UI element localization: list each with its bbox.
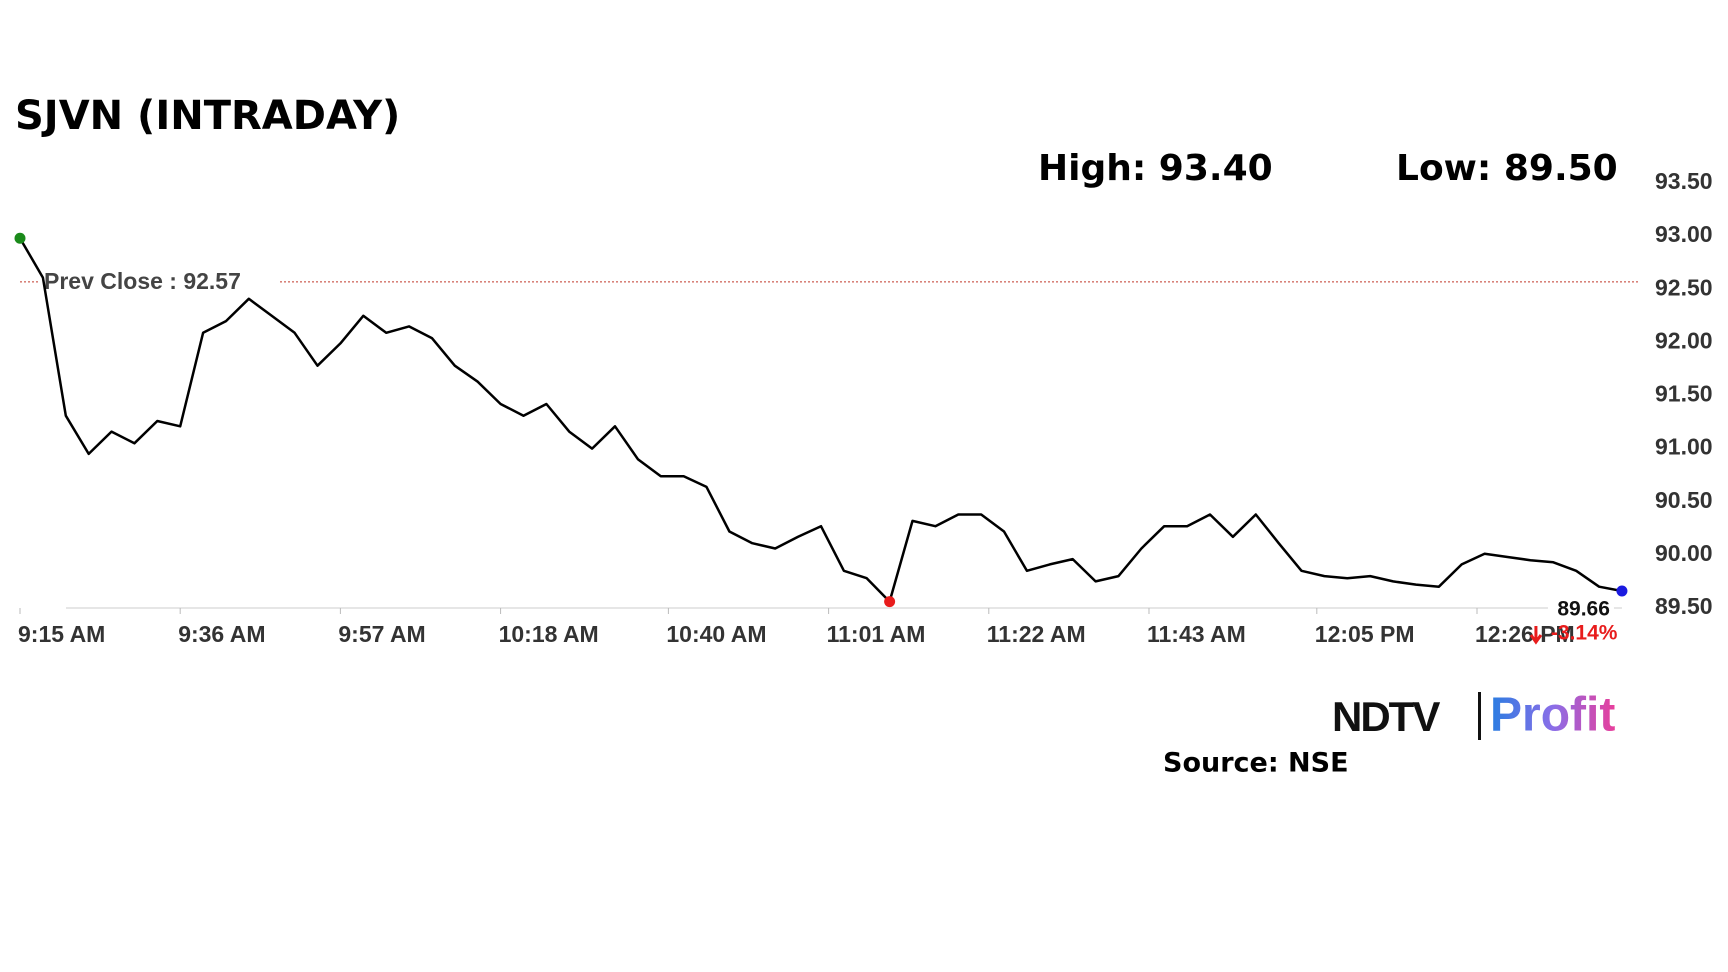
x-tick-label: 11:01 AM [827,621,926,647]
low-dot [884,596,896,608]
high-dot [14,232,26,244]
high-text: High: 93.40 [1038,148,1273,189]
prev-close-bg [38,265,278,296]
y-tick-label: 92.00 [1655,327,1713,353]
change-label: -3.14% [1551,622,1618,645]
x-tick-label: 10:40 AM [666,621,766,647]
last-dot [1616,585,1628,597]
chart-title: SJVN (INTRADAY) [15,93,400,139]
x-tick-label: 12:26 PM [1475,621,1575,647]
down-arrow [1529,626,1543,645]
y-tick-label: 90.50 [1655,487,1713,513]
logo-divider [1478,692,1481,740]
logo-ndtv: NDTV [1332,693,1440,740]
y-tick-label: 92.50 [1655,274,1713,300]
x-tick-label: 9:36 AM [178,621,265,647]
x-tick-label: 9:15 AM [18,621,105,647]
y-tick-label: 93.00 [1655,221,1713,247]
price-line [18,237,1623,603]
x-tick-label: 10:18 AM [499,621,599,647]
prev-close-label: Prev Close : 92.57 [44,268,241,294]
y-tick-label: 91.00 [1655,434,1713,460]
x-tick-label: 12:05 PM [1315,621,1415,647]
last-label-bg [1547,595,1614,623]
y-tick-label: 90.00 [1655,540,1713,566]
x-tick-label: 11:22 AM [987,621,1086,647]
x-tick-label: 9:57 AM [338,621,425,647]
x-tick-label: 11:43 AM [1147,621,1246,647]
y-tick-label: 89.50 [1655,593,1713,619]
y-tick-label: 93.50 [1655,168,1713,194]
source: Source: NSE [1163,748,1349,779]
y-tick-label: 91.50 [1655,381,1713,407]
low-text: Low: 89.50 [1396,148,1618,189]
logo-profit: Profit [1490,689,1615,742]
last-label: 89.66 [1557,598,1610,621]
